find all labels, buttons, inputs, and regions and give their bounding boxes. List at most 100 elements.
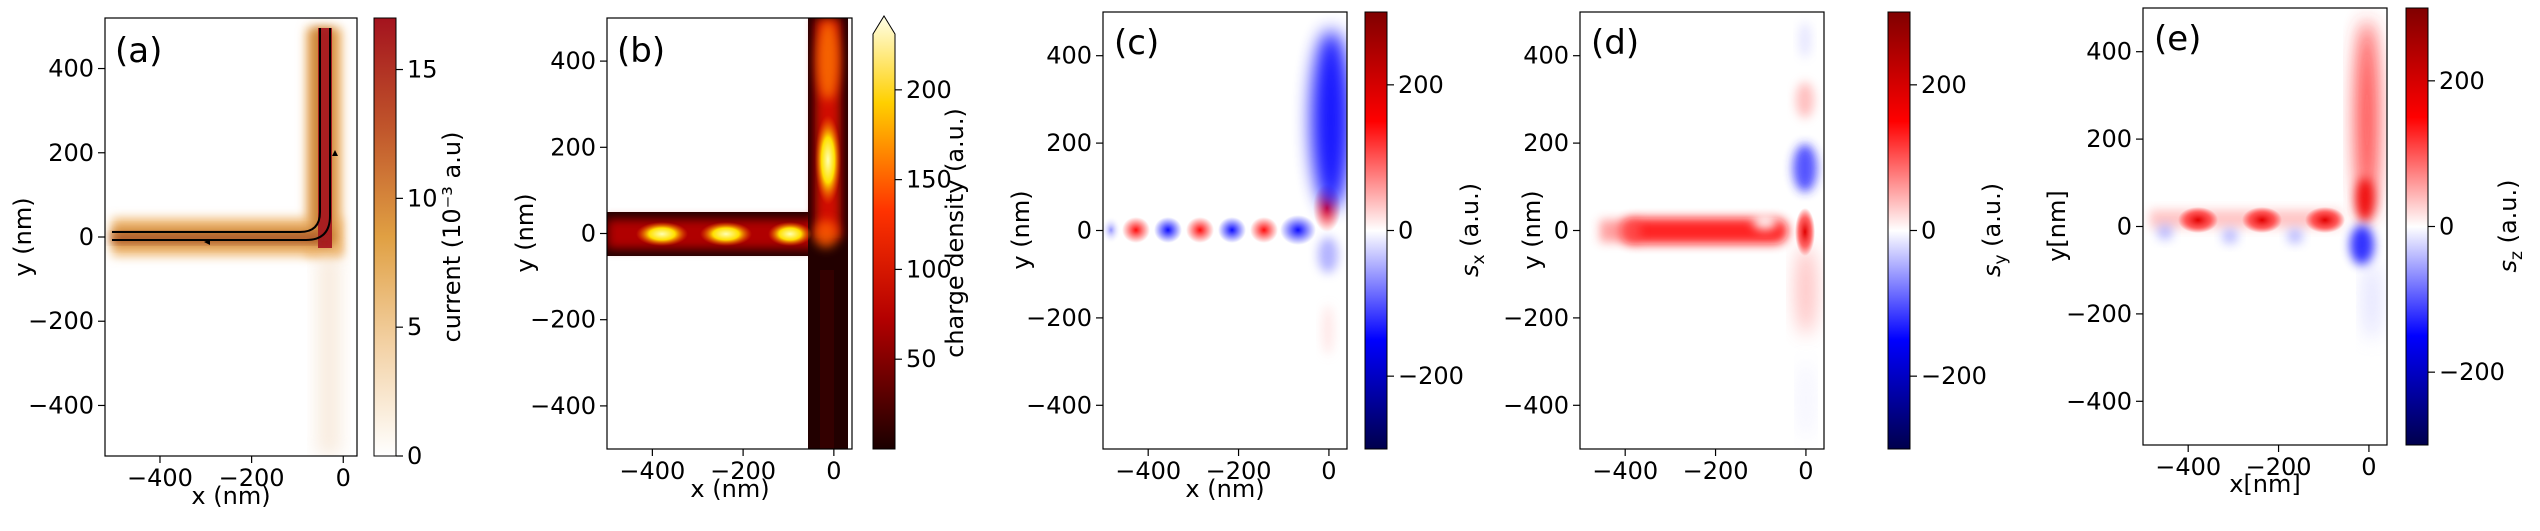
x-tick-label: −400: [127, 464, 193, 492]
panel-c-ylabel: y (nm): [1007, 190, 1035, 269]
colorbar-tick-label: 200: [1398, 71, 1444, 99]
x-tick-label: 0: [2361, 453, 2376, 481]
y-tick-label: 400: [48, 55, 94, 83]
panel-b: (b) −400 −200 0 −400 −200 0 200 400 x (nm) y (n…: [511, 15, 969, 503]
panel-d-ylabel: y (nm): [1518, 190, 1546, 269]
panel-c-label: (c): [1114, 23, 1159, 63]
colorbar-tick-label: 0: [1921, 217, 1936, 245]
y-tick-label: 0: [1554, 217, 1569, 245]
panel-a-colorbar-label: current (10⁻³ a.u): [438, 132, 466, 343]
panel-c-ticks: −400 −200 0 −400 −200 0 200 400: [1026, 42, 1336, 485]
y-tick-label: −200: [1503, 304, 1569, 332]
panel-c-heatmap: [1103, 12, 1347, 449]
panel-a-label: (a): [115, 31, 162, 71]
panel-a: (a) −400 −200 0 −400 −200 0 200 400 x (nm) y (n…: [9, 17, 466, 510]
panel-e-ticks: −400 −200 0 −400 −200 0 200 400: [2066, 38, 2376, 481]
panel-d-ticks: −400 −200 0 −400 −200 0 200 400: [1503, 42, 1813, 485]
panel-b-colorbar: [872, 15, 896, 450]
colorbar-tick-label: 15: [407, 56, 438, 84]
panel-d-colorbar-label: sy (a.u.): [1978, 183, 2011, 277]
x-tick-label: 0: [1798, 457, 1813, 485]
x-tick-label: 0: [1321, 457, 1336, 485]
colorbar-tick-label: 200: [2439, 67, 2485, 95]
colorbar-tick-label: 150: [906, 166, 952, 194]
x-tick-label: −400: [619, 457, 685, 485]
colorbar-tick-label: 0: [1398, 217, 1413, 245]
y-tick-label: 200: [2086, 125, 2132, 153]
panel-d-colorbar: [1887, 11, 1911, 450]
x-tick-label: −400: [2155, 453, 2221, 481]
y-tick-label: 400: [2086, 38, 2132, 66]
y-tick-label: −400: [1026, 391, 1092, 419]
y-tick-label: −200: [530, 306, 596, 334]
panel-c-colorbar-label: sx (a.u.): [1456, 183, 1489, 277]
colorbar-tick-label: 200: [906, 76, 952, 104]
colorbar-tick-label: −200: [2439, 358, 2505, 386]
panel-d-heatmap: [1580, 12, 1824, 449]
y-tick-label: −400: [1503, 391, 1569, 419]
panel-b-ylabel: y (nm): [511, 193, 539, 272]
y-tick-label: −200: [28, 307, 94, 335]
panel-b-xlabel: x (nm): [690, 475, 769, 503]
panel-c-colorbar-ticks: −200 0 200: [1387, 71, 1464, 390]
y-tick-label: 400: [1523, 42, 1569, 70]
panel-b-label: (b): [617, 31, 665, 71]
x-tick-label: 0: [336, 464, 351, 492]
x-tick-label: −200: [1683, 457, 1749, 485]
colorbar-tick-label: −200: [1398, 362, 1464, 390]
colorbar-tick-label: 100: [906, 255, 952, 283]
colorbar-tick-label: 0: [2439, 213, 2454, 241]
panel-e: (e) −400 −200 0 −400 −200 0 200 400 x[nm] y[nm]…: [2043, 7, 2527, 498]
panel-e-colorbar: [2405, 7, 2429, 446]
y-tick-label: 200: [550, 133, 596, 161]
panel-d-colorbar-ticks: −200 0 200: [1910, 71, 1987, 390]
panel-a-ylabel: y (nm): [9, 197, 37, 276]
panel-d-label: (d): [1591, 23, 1639, 63]
y-tick-label: 200: [1046, 129, 1092, 157]
panel-c: (c) −400 −200 0 −400 −200 0 200 400 x (nm) y (n…: [1007, 11, 1489, 503]
x-tick-label: −200: [1206, 457, 1272, 485]
colorbar-tick-label: 10: [407, 184, 438, 212]
panel-e-heatmap: [2143, 8, 2387, 445]
y-tick-label: 0: [1077, 217, 1092, 245]
panel-e-xlabel: x[nm]: [2229, 470, 2301, 498]
panel-e-ylabel: y[nm]: [2043, 190, 2071, 262]
y-tick-label: −400: [28, 391, 94, 419]
y-tick-label: 200: [48, 139, 94, 167]
y-tick-label: −200: [1026, 304, 1092, 332]
y-tick-label: 400: [1046, 42, 1092, 70]
panel-c-xlabel: x (nm): [1185, 475, 1264, 503]
y-tick-label: −400: [2066, 387, 2132, 415]
x-tick-label: −400: [1115, 457, 1181, 485]
panel-b-heatmap: [607, 18, 852, 449]
panel-a-ticks: −400 −200 0 −400 −200 0 200 400: [28, 55, 351, 492]
colorbar-tick-label: 5: [407, 313, 422, 341]
x-tick-label: 0: [826, 457, 841, 485]
panel-a-heatmap: [105, 18, 357, 456]
colorbar-tick-label: 0: [407, 442, 422, 470]
x-tick-label: −200: [710, 457, 776, 485]
colorbar-tick-label: 200: [1921, 71, 1967, 99]
y-tick-label: 0: [2117, 213, 2132, 241]
colorbar-tick-label: −200: [1921, 362, 1987, 390]
panel-b-colorbar-label: charge density (a.u.): [941, 108, 969, 358]
panel-e-colorbar-ticks: −200 0 200: [2428, 67, 2505, 386]
colorbar-tick-label: 50: [906, 345, 937, 373]
x-tick-label: −200: [2246, 453, 2312, 481]
y-tick-label: 200: [1523, 129, 1569, 157]
x-tick-label: −400: [1592, 457, 1658, 485]
y-tick-label: 400: [550, 47, 596, 75]
panel-b-ticks: −400 −200 0 −400 −200 0 200 400: [530, 47, 841, 485]
y-tick-label: −200: [2066, 300, 2132, 328]
panel-e-label: (e): [2154, 19, 2201, 59]
panel-c-colorbar: [1364, 11, 1388, 450]
panel-a-colorbar-ticks: 0 5 10 15: [396, 56, 438, 470]
panel-b-colorbar-ticks: 50 100 150 200: [895, 76, 952, 373]
panel-e-colorbar-label: sz (a.u.): [2494, 180, 2527, 273]
panel-d: (d) −400 −200 0 −400 −200 0 200 400 y (nm) −200…: [1503, 11, 2011, 485]
y-tick-label: 0: [79, 223, 94, 251]
y-tick-label: −400: [530, 392, 596, 420]
y-tick-label: 0: [581, 220, 596, 248]
x-tick-label: −200: [219, 464, 285, 492]
